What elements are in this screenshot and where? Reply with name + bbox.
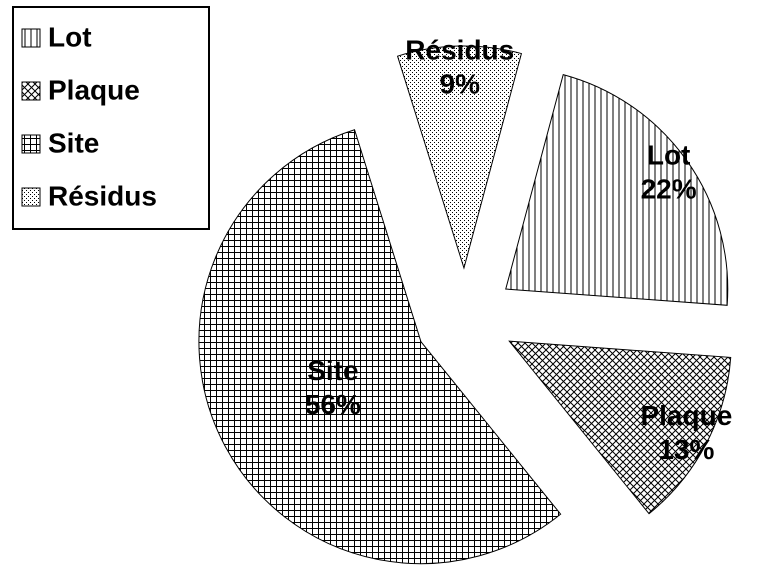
legend-label: Résidus — [48, 180, 157, 211]
legend-swatch — [21, 28, 41, 48]
legend-swatch — [21, 134, 41, 154]
legend-label: Site — [48, 127, 99, 158]
pie-slice — [505, 73, 729, 306]
legend-swatch — [21, 81, 41, 101]
pie-slice — [198, 129, 562, 565]
slice-value-label: 56% — [305, 389, 361, 420]
slice-label: Site — [307, 355, 358, 386]
slice-label: Lot — [647, 140, 691, 171]
legend-box — [12, 6, 210, 230]
slice-value-label: 22% — [641, 174, 697, 205]
legend-label: Lot — [48, 21, 92, 52]
slice-value-label: 13% — [658, 434, 714, 465]
legend-swatch — [21, 187, 41, 207]
pie-slice — [508, 340, 732, 515]
slice-label: Résidus — [405, 35, 514, 66]
legend-label: Plaque — [48, 74, 140, 105]
slice-label: Plaque — [640, 400, 732, 431]
pie-slice — [396, 45, 523, 270]
slice-value-label: 9% — [440, 69, 481, 100]
